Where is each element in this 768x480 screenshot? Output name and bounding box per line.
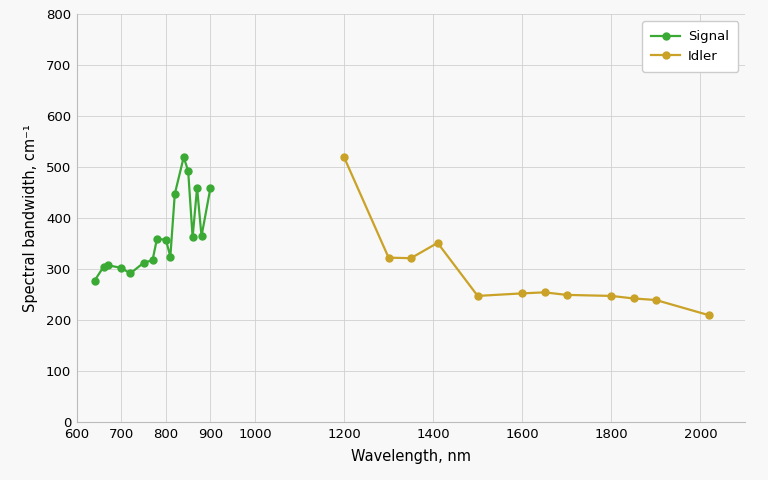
- Idler: [651, 297, 660, 303]
- Legend: Signal, Idler: Signal, Idler: [642, 21, 738, 72]
- Signal: [99, 264, 108, 270]
- Signal: [170, 191, 180, 197]
- Signal: [193, 185, 202, 191]
- Idler: [540, 289, 549, 295]
- Idler: [518, 290, 527, 296]
- Signal: [104, 263, 113, 268]
- Signal: [148, 257, 157, 263]
- Signal: [166, 254, 175, 260]
- Y-axis label: Spectral bandwidth, cm⁻¹: Spectral bandwidth, cm⁻¹: [23, 124, 38, 312]
- Idler: [433, 240, 442, 246]
- Idler: [705, 312, 714, 318]
- Idler: [607, 293, 616, 299]
- Signal: [206, 185, 215, 191]
- Signal: [161, 237, 170, 243]
- Line: Idler: Idler: [340, 154, 713, 319]
- Signal: [117, 265, 126, 271]
- Signal: [197, 233, 206, 239]
- Signal: [152, 236, 161, 242]
- X-axis label: Wavelength, nm: Wavelength, nm: [351, 449, 471, 464]
- Signal: [179, 155, 188, 160]
- Idler: [406, 255, 415, 261]
- Idler: [473, 293, 482, 299]
- Idler: [384, 255, 393, 261]
- Line: Signal: Signal: [91, 154, 214, 284]
- Idler: [629, 296, 638, 301]
- Signal: [139, 260, 148, 265]
- Signal: [126, 271, 135, 276]
- Idler: [562, 292, 571, 298]
- Signal: [188, 234, 197, 240]
- Signal: [90, 278, 99, 284]
- Signal: [184, 168, 193, 174]
- Idler: [339, 155, 349, 160]
